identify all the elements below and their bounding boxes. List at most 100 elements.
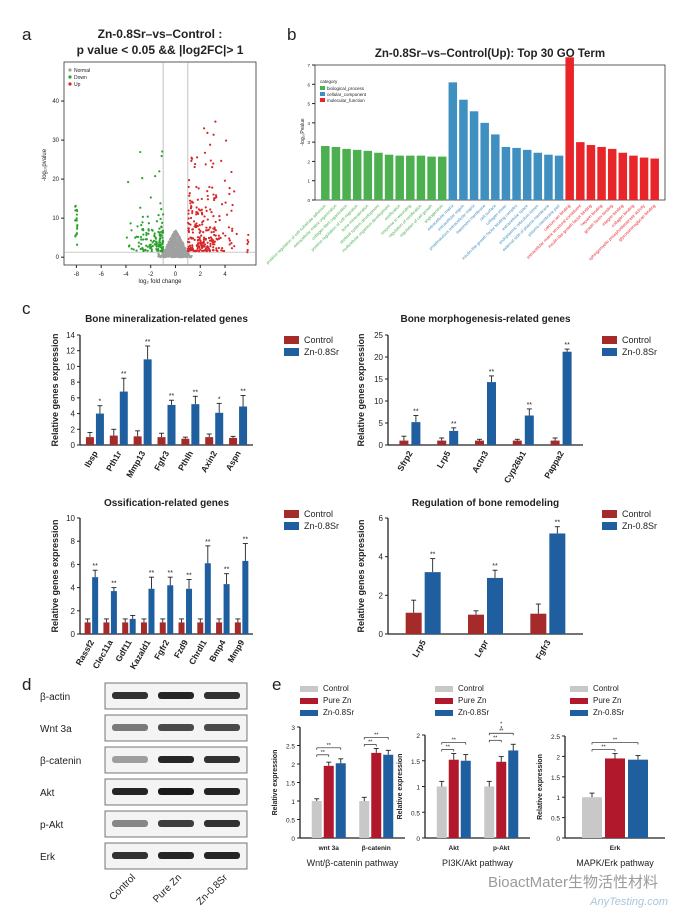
c2-bar: [411, 422, 421, 445]
volcano-point: [223, 179, 226, 182]
c1-category-label: Ibsp: [82, 449, 99, 469]
volcano-point: [194, 226, 197, 229]
blot-band: [204, 692, 240, 699]
volcano-point: [154, 174, 157, 178]
e1-ytick-label: 3: [291, 725, 295, 732]
volcano-point: [201, 223, 204, 226]
volcano-point: [191, 237, 195, 240]
c1-ylabel: Relative genes expression: [50, 333, 60, 446]
go-frame: [314, 64, 666, 201]
volcano-point: [193, 165, 196, 169]
volcano-point: [203, 127, 206, 130]
e1-bracket-label: **: [374, 732, 379, 738]
volcano-point: [139, 247, 142, 251]
volcano-point: [212, 230, 215, 233]
volcano-point: [137, 245, 140, 248]
volcano-point: [141, 228, 144, 231]
volcano-point: [172, 252, 175, 255]
c4-title: Regulation of bone remodeling: [412, 498, 559, 509]
volcano-legend-marker: [68, 68, 72, 72]
volcano-point: [187, 227, 191, 230]
volcano-point: [153, 232, 156, 235]
blot-row-label: β-actin: [40, 692, 70, 703]
c1-legend-swatch: [284, 336, 299, 344]
e2-xlabel: PI3K/Akt pathway: [442, 858, 514, 868]
volcano-point: [177, 247, 180, 250]
e2-bar: [460, 760, 471, 838]
volcano-point: [177, 255, 180, 258]
blot-band: [204, 852, 240, 859]
go-bar: [321, 146, 330, 200]
volcano-point: [161, 213, 165, 216]
watermark-text: BioactMater生物活性材料: [487, 874, 658, 891]
c1-bar: [191, 404, 200, 445]
volcano-point: [233, 245, 236, 248]
e3-legend-label: Control: [593, 684, 619, 693]
e1-bar: [383, 754, 394, 838]
volcano-point: [145, 233, 148, 237]
volcano-point: [173, 232, 176, 235]
volcano-point: [140, 238, 143, 241]
go-bar: [395, 155, 404, 200]
volcano-point: [159, 217, 162, 221]
volcano-point: [223, 249, 226, 253]
e1-bar: [311, 801, 322, 838]
c3-bar: [197, 622, 204, 634]
volcano-point: [174, 254, 177, 257]
go-ytick-label: 3: [307, 140, 310, 145]
c3-bar: [92, 577, 99, 634]
volcano-point: [193, 162, 197, 166]
e2-bracket-label: **: [493, 735, 498, 741]
volcano-point: [206, 194, 209, 198]
c4-bar: [424, 572, 441, 634]
go-bar: [480, 122, 489, 200]
volcano-point: [141, 215, 144, 218]
c3-bar: [159, 622, 166, 634]
c3-ytick-label: 4: [71, 584, 76, 593]
c3-sig-label: **: [111, 581, 117, 588]
volcano-point: [189, 202, 192, 205]
e3-bar: [582, 797, 602, 838]
c1-bar: [215, 412, 224, 445]
volcano-point: [212, 246, 215, 249]
volcano-point: [235, 232, 238, 236]
volcano-point: [181, 254, 185, 257]
volcano-point: [208, 226, 212, 229]
volcano-point: [76, 223, 79, 227]
blot-band: [112, 820, 148, 827]
go-legend-label: molecular_function: [327, 98, 365, 103]
volcano-point: [188, 199, 192, 202]
volcano-point: [161, 231, 164, 234]
volcano-point: [187, 185, 190, 189]
volcano-point: [161, 247, 165, 250]
e1-ytick-label: 0: [291, 836, 295, 843]
go-bar: [501, 146, 511, 200]
volcano-point: [211, 248, 215, 252]
c4-bar: [530, 613, 547, 634]
volcano-point: [230, 247, 234, 250]
c3-sig-label: **: [149, 570, 155, 577]
panel-label-b: b: [287, 25, 296, 44]
volcano-point: [209, 208, 212, 211]
volcano-point: [136, 225, 139, 228]
c1-sig-label: **: [169, 393, 175, 400]
volcano-point: [125, 236, 128, 239]
volcano-point: [208, 185, 211, 189]
volcano-point: [203, 151, 207, 154]
go-bar: [597, 146, 606, 200]
go-bar: [352, 149, 362, 200]
volcano-point: [206, 218, 209, 221]
volcano-point: [188, 249, 191, 252]
c3-ytick-label: 2: [71, 607, 76, 616]
go-bar: [459, 99, 468, 200]
volcano-point: [204, 163, 207, 166]
volcano-point: [160, 208, 163, 211]
volcano-point: [154, 243, 158, 246]
go-bar: [427, 156, 436, 200]
volcano-point: [75, 217, 78, 220]
volcano-point: [161, 236, 164, 239]
e2-ytick-label: 0.5: [411, 810, 420, 817]
volcano-point: [215, 247, 218, 250]
volcano-point: [204, 206, 207, 209]
volcano-point: [170, 247, 174, 250]
